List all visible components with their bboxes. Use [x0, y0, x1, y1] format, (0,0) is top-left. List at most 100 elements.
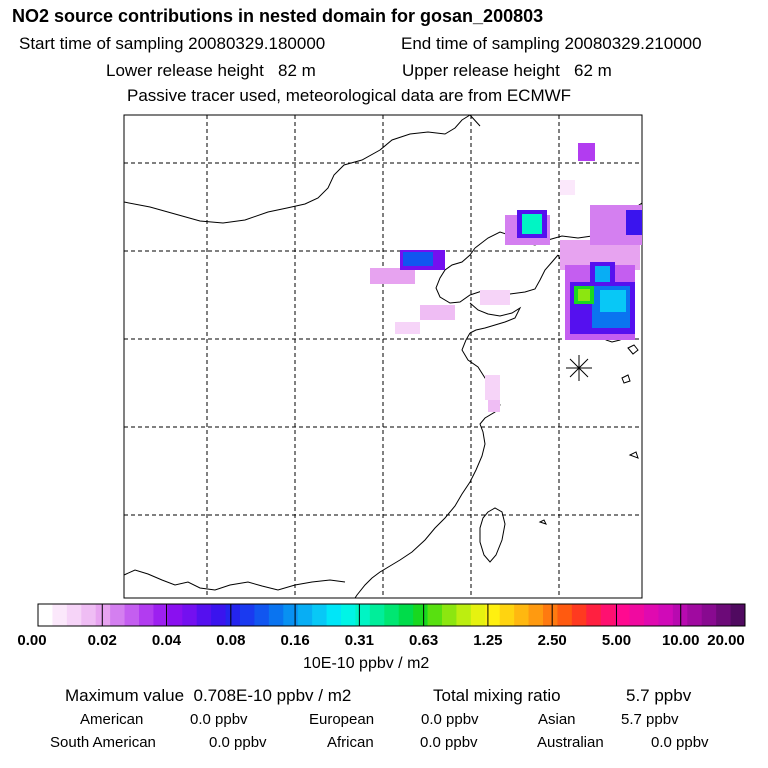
patch-medium-2 — [578, 143, 595, 161]
colorbar-swatch — [153, 604, 169, 626]
patch-light-1 — [370, 268, 415, 284]
patch-light-11 — [488, 400, 500, 412]
upper-value: 62 m — [574, 61, 612, 80]
region-value: 0.0 ppbv — [421, 711, 479, 728]
colorbar-swatch — [543, 604, 558, 626]
patch-light-10 — [485, 375, 500, 400]
receptor-marker — [566, 355, 592, 381]
colorbar-tick-label: 0.31 — [344, 632, 374, 649]
patch-light-4 — [480, 290, 510, 305]
colorbar-swatch — [470, 604, 486, 626]
colorbar-swatch — [716, 604, 732, 626]
colorbar-unit: 10E-10 ppbv / m2 — [303, 655, 430, 672]
colorbar-swatch — [95, 604, 111, 626]
region-name: South American — [50, 734, 156, 751]
total-mixing-value: 5.7 ppbv — [626, 686, 692, 705]
colorbar-swatch — [196, 604, 212, 626]
colorbar-swatch — [312, 604, 328, 626]
total-mixing: Total mixing ratio — [433, 686, 561, 706]
colorbar-swatch — [514, 604, 530, 626]
patch-medium-4 — [626, 210, 642, 235]
colorbar-swatch — [182, 604, 198, 626]
sampling-start: Start time of sampling 20080329.180000 — [19, 34, 325, 54]
colorbar-swatch — [384, 604, 400, 626]
shandong-coast — [469, 302, 522, 334]
colorbar-swatch — [225, 604, 241, 626]
region-value: 0.0 ppbv — [190, 711, 248, 728]
colorbar-swatch — [586, 604, 602, 626]
colorbar-swatch — [139, 604, 154, 626]
end-value: 20080329.210000 — [564, 34, 702, 53]
upper-release: Upper release height 62 m — [402, 61, 612, 81]
region-name: Asian — [538, 711, 576, 728]
colorbar — [37, 603, 746, 627]
colorbar-swatch — [283, 604, 299, 626]
region-value: 0.0 ppbv — [420, 734, 478, 751]
colorbar-tick-label: 20.00 — [707, 632, 745, 649]
region-value: 0.0 ppbv — [209, 734, 267, 751]
region-name: African — [327, 734, 374, 751]
patch-cyan-2 — [600, 290, 626, 312]
coastlines — [123, 114, 643, 599]
colorbar-tick-label: 5.00 — [601, 632, 632, 649]
colorbar-tick-label: 0.08 — [216, 632, 246, 649]
colorbar-swatch — [38, 604, 53, 626]
east-china-coast — [354, 332, 501, 599]
patch-light-6 — [560, 180, 575, 195]
start-value: 20080329.180000 — [188, 34, 326, 53]
colorbar-tick-label: 0.63 — [409, 632, 439, 649]
total-label: Total mixing ratio — [433, 686, 561, 705]
colorbar-swatch — [687, 604, 703, 626]
region-name: European — [309, 711, 375, 728]
colorbar-swatch — [124, 604, 140, 626]
colorbar-tick-label: 10.00 — [661, 632, 700, 649]
colorbar-swatch — [557, 604, 573, 626]
colorbar-tick-label: 0.04 — [151, 632, 182, 649]
colorbar-swatch — [442, 604, 457, 626]
colorbar-tick-label: 0.02 — [87, 632, 117, 649]
colorbar-swatch — [341, 604, 356, 626]
sampling-end: End time of sampling 20080329.210000 — [401, 34, 702, 54]
colorbar-swatch — [701, 604, 717, 626]
colorbar-swatch — [730, 604, 746, 626]
page-title: NO2 source contributions in nested domai… — [12, 6, 544, 26]
colorbar-tick-label: 1.25 — [473, 632, 503, 649]
region-value: 0.0 ppbv — [651, 734, 709, 751]
colorbar-tick-label: 2.50 — [537, 632, 567, 649]
colorbar-swatch — [427, 604, 443, 626]
region-value: 5.7 ppbv — [621, 711, 679, 728]
colorbar-swatch — [240, 604, 255, 626]
colorbar-tick-label: 0.16 — [280, 632, 310, 649]
patch-blue-2 — [595, 266, 610, 286]
region-name: American — [80, 711, 144, 728]
end-label: End time of sampling — [401, 34, 560, 53]
lower-value: 82 m — [278, 61, 316, 80]
patch-green-2 — [578, 289, 590, 301]
bohai-coast — [435, 247, 559, 304]
colorbar-swatch — [254, 604, 270, 626]
colorbar-swatch — [615, 604, 631, 626]
colorbar-swatch — [81, 604, 97, 626]
patch-blue-1 — [403, 252, 433, 266]
upper-label: Upper release height — [402, 61, 560, 80]
lower-label: Lower release height — [106, 61, 264, 80]
colorbar-swatch — [658, 604, 674, 626]
colorbar-swatch — [398, 604, 414, 626]
colorbar-swatch — [456, 604, 472, 626]
colorbar-swatch — [600, 604, 616, 626]
max-value: Maximum value 0.708E-10 ppbv / m2 — [65, 686, 351, 706]
colorbar-swatch — [66, 604, 82, 626]
colorbar-swatch — [167, 604, 183, 626]
colorbar-swatch — [528, 604, 544, 626]
colorbar-swatch — [211, 604, 227, 626]
mongolia-border — [123, 114, 471, 224]
max-label: Maximum value — [65, 686, 185, 705]
lower-release: Lower release height 82 m — [106, 61, 316, 81]
hainan-area — [123, 569, 346, 591]
start-label: Start time of sampling — [19, 34, 184, 53]
colorbar-swatch — [110, 604, 126, 626]
patch-light-3 — [395, 322, 420, 334]
colorbar-swatch — [297, 604, 313, 626]
patch-light-2 — [420, 305, 455, 320]
